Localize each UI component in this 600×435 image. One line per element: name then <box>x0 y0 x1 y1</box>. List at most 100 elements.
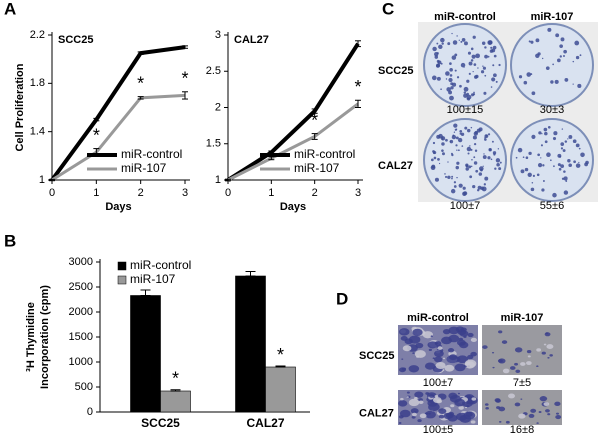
colony <box>567 138 569 140</box>
colony <box>480 168 483 172</box>
colony <box>484 54 488 59</box>
colony <box>436 59 440 63</box>
colony <box>528 40 531 43</box>
colony <box>461 145 464 147</box>
colony <box>530 187 535 192</box>
row-label: CAL27 <box>378 160 413 172</box>
colony <box>438 133 443 139</box>
colony <box>440 37 445 43</box>
colony <box>451 175 454 178</box>
colony <box>453 131 456 133</box>
colony <box>538 131 542 135</box>
colony <box>535 38 540 43</box>
colony <box>451 32 453 35</box>
colony <box>575 55 580 60</box>
colony <box>449 74 453 77</box>
colony <box>446 87 451 92</box>
cell <box>458 341 469 349</box>
cell <box>547 413 551 416</box>
colony <box>577 83 582 89</box>
colony <box>449 95 454 101</box>
colony <box>466 146 472 152</box>
colony <box>495 80 498 83</box>
y-tick-label: 1000 <box>69 356 93 368</box>
y-tick-label: 500 <box>75 381 93 393</box>
colony <box>544 140 548 144</box>
colony <box>478 172 483 176</box>
colony <box>498 167 502 171</box>
colony <box>488 147 492 152</box>
colony <box>470 47 474 51</box>
colony <box>473 161 478 165</box>
column-header: miR-107 <box>531 11 574 23</box>
colony <box>552 136 557 141</box>
cell <box>545 409 550 413</box>
colony <box>445 78 448 80</box>
y-axis-label: Incorporation (cpm) <box>39 285 51 389</box>
colony <box>579 54 582 57</box>
colony <box>450 86 454 90</box>
colony <box>444 173 446 175</box>
colony <box>445 71 450 76</box>
cell <box>401 358 404 360</box>
legend-label: miR-107 <box>294 161 340 175</box>
colony <box>493 73 497 78</box>
colony <box>557 58 561 63</box>
colony <box>441 42 444 45</box>
colony <box>537 153 541 157</box>
cell <box>410 408 419 414</box>
y-tick-label: 2.5 <box>206 65 221 77</box>
cell <box>425 410 436 419</box>
bar <box>235 275 266 413</box>
cell <box>515 369 521 373</box>
significance-label: * <box>311 110 318 130</box>
x-tick-label: 0 <box>49 187 55 199</box>
x-tick-label: 1 <box>268 187 274 199</box>
colony <box>550 80 554 84</box>
colony <box>563 176 568 181</box>
colony <box>461 38 466 42</box>
colony <box>430 165 436 171</box>
cell <box>428 402 440 412</box>
colony <box>441 149 444 152</box>
colony <box>466 94 472 100</box>
colony <box>466 128 471 133</box>
colony <box>575 143 580 148</box>
colony <box>560 147 564 150</box>
x-tick-label: 3 <box>182 187 188 199</box>
colony <box>438 162 441 165</box>
colony <box>545 66 550 71</box>
value-label: 100±5 <box>423 424 454 435</box>
colony <box>456 161 460 165</box>
x-axis-label: Days <box>105 201 131 213</box>
colony <box>444 175 448 179</box>
cell <box>412 352 415 354</box>
colony <box>455 144 458 147</box>
cell <box>514 347 523 353</box>
cell <box>436 342 439 344</box>
cell <box>408 335 421 344</box>
y-axis-label: Cell Proliferation <box>14 63 26 151</box>
colony <box>530 73 533 76</box>
cell <box>491 352 495 354</box>
colony <box>474 149 478 152</box>
colony <box>466 92 469 96</box>
colony <box>536 173 540 177</box>
colony <box>460 132 465 136</box>
colony <box>453 181 457 184</box>
bar <box>160 390 191 413</box>
colony <box>481 186 487 192</box>
colony <box>472 93 476 96</box>
y-tick-label: 1500 <box>69 331 93 343</box>
colony <box>465 167 469 171</box>
colony <box>470 165 473 168</box>
colony <box>574 40 580 46</box>
colony <box>563 170 566 173</box>
colony <box>440 88 442 91</box>
cell <box>458 337 464 341</box>
cell <box>541 351 546 355</box>
cell <box>470 420 476 424</box>
cell <box>454 363 466 372</box>
colony <box>463 91 467 94</box>
